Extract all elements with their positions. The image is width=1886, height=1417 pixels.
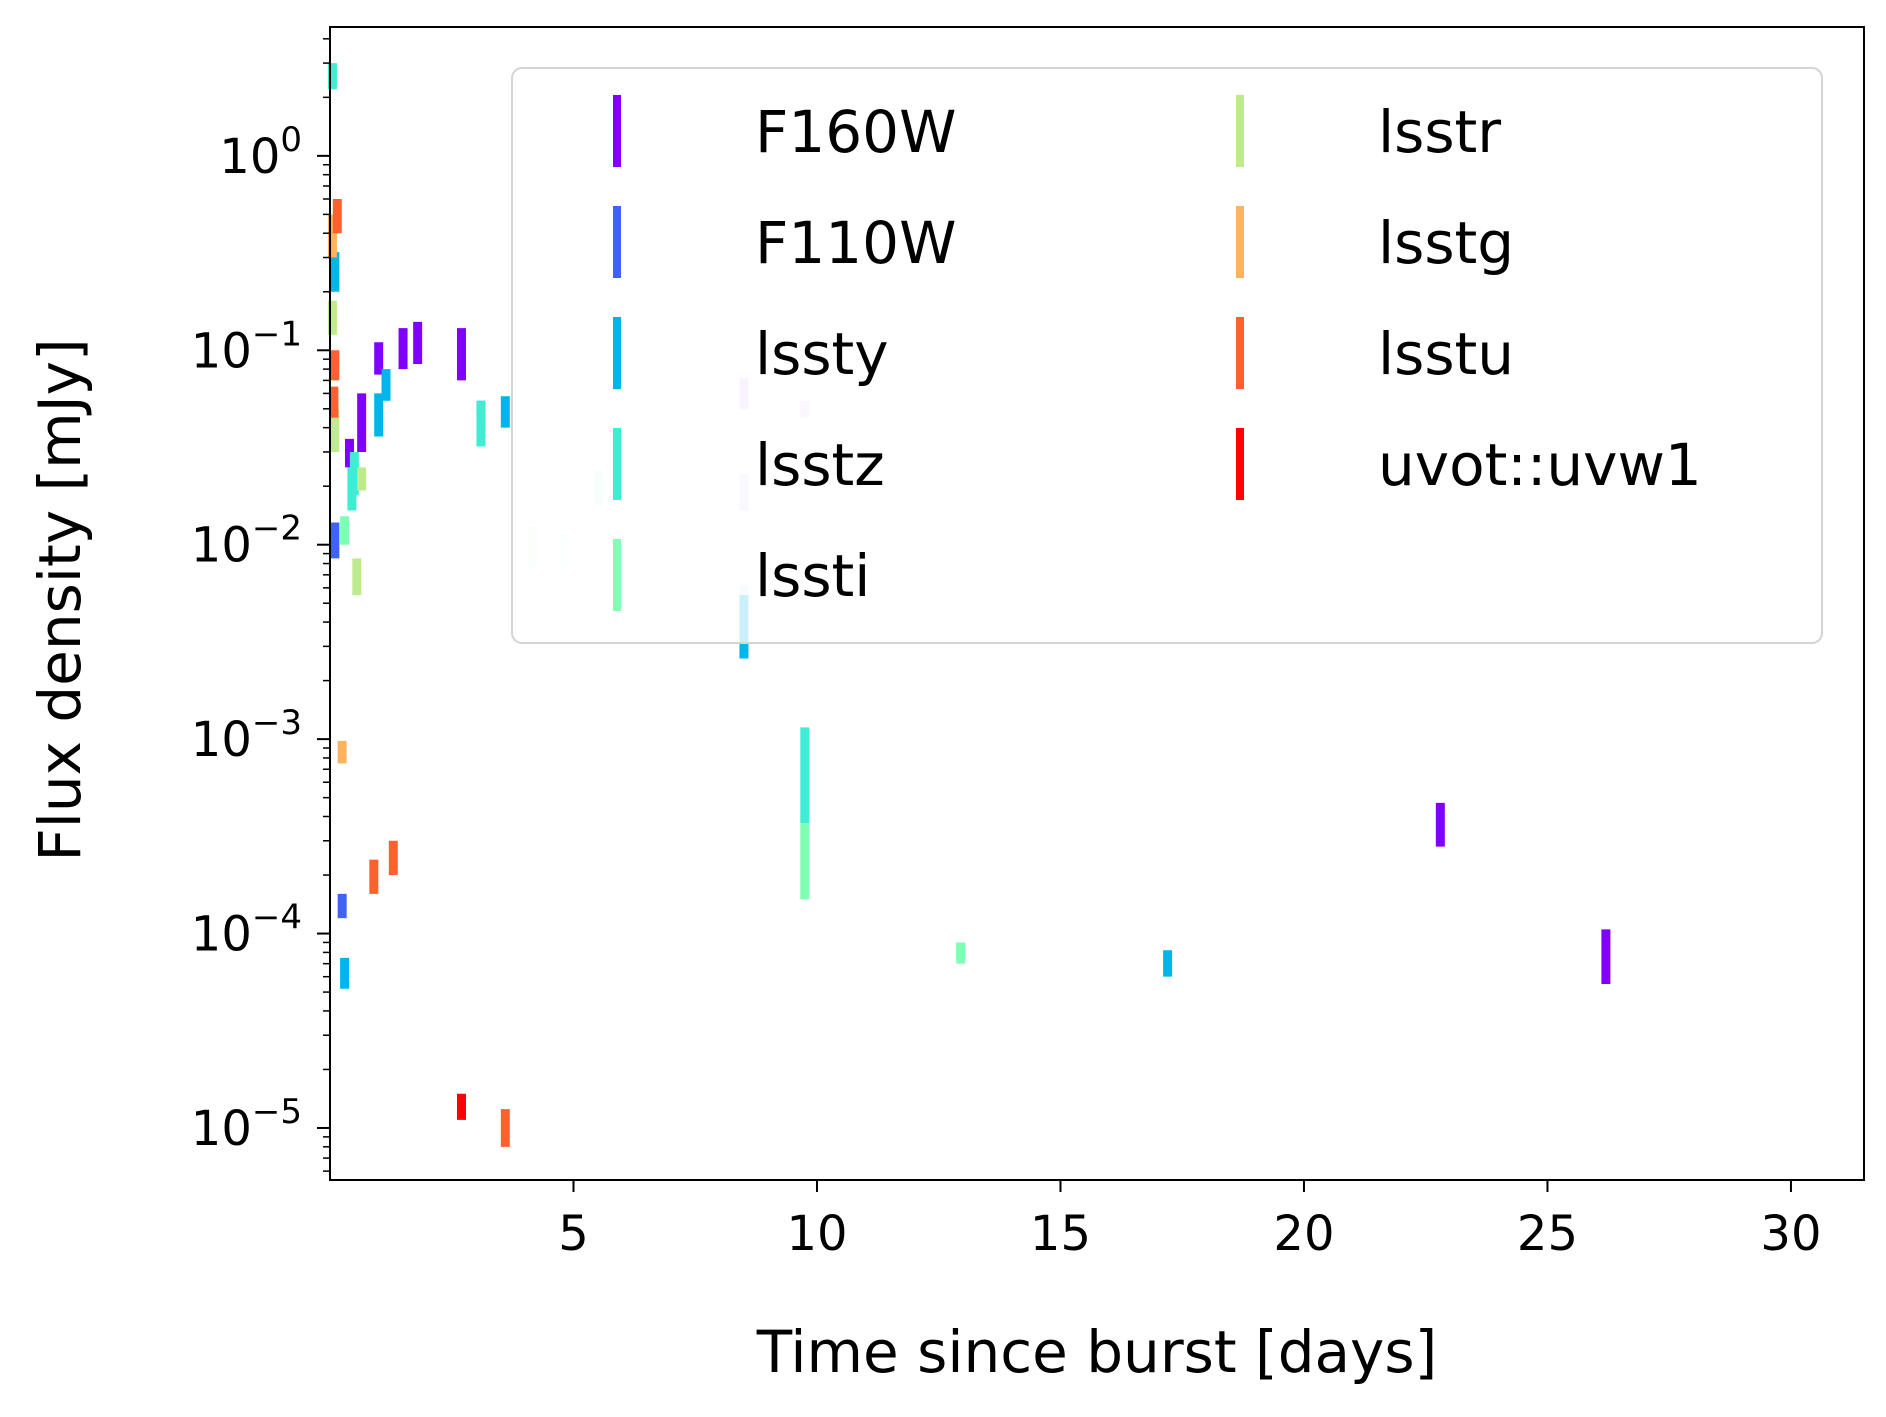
- legend-item: F160W: [613, 95, 956, 167]
- series-0: [344, 321, 1611, 985]
- legend-item: lsstr: [1236, 95, 1501, 167]
- series-4: [340, 516, 966, 964]
- y-tick-label: 10−5: [191, 1092, 302, 1157]
- legend-item: lsstu: [1236, 317, 1514, 389]
- y-axis: 10−5 10−4 10−3 10−2 10−1 100: [191, 38, 330, 1172]
- series-1: [330, 522, 347, 919]
- legend-label: lsstg: [1378, 209, 1514, 277]
- legend-item: uvot::uvw1: [1236, 428, 1702, 500]
- x-tick-label: 25: [1517, 1206, 1578, 1262]
- y-tick-label: 10−1: [191, 314, 302, 379]
- x-tick-label: 10: [786, 1206, 847, 1262]
- y-tick-label: 10−3: [191, 703, 302, 768]
- series-3: [327, 63, 810, 824]
- legend-label: lssti: [755, 542, 870, 610]
- legend-label: F110W: [755, 209, 956, 277]
- x-axis: 5 10 15 20 25 30: [558, 1180, 1821, 1262]
- x-tick-label: 15: [1030, 1206, 1091, 1262]
- y-axis-label: Flux density [mJy]: [26, 338, 94, 861]
- y-tick-label: 100: [219, 120, 302, 185]
- x-tick-label: 5: [558, 1206, 589, 1262]
- legend-box: [511, 67, 1823, 644]
- legend-label: uvot::uvw1: [1378, 431, 1702, 499]
- legend-label: lsstu: [1378, 320, 1514, 388]
- legend-item: lsstg: [1236, 206, 1514, 278]
- legend: F160W F110W lssty lsstz lssti lsstr lsstg lsstu…: [511, 67, 1823, 644]
- series-7: [329, 198, 510, 1147]
- legend-label: lsstr: [1378, 98, 1501, 166]
- x-axis-label: Time since burst [days]: [756, 1318, 1437, 1386]
- legend-item: lsstz: [613, 428, 885, 500]
- legend-label: lssty: [755, 320, 889, 388]
- legend-label: F160W: [755, 98, 956, 166]
- y-tick-label: 10−4: [191, 898, 302, 963]
- legend-item: lssti: [613, 539, 870, 611]
- y-tick-label: 10−2: [191, 509, 302, 574]
- legend-item: lssty: [613, 317, 889, 389]
- legend-item: F110W: [613, 206, 956, 278]
- series-6: [327, 214, 347, 764]
- legend-label: lsstz: [755, 431, 885, 499]
- x-tick-label: 30: [1760, 1206, 1821, 1262]
- x-tick-label: 20: [1273, 1206, 1334, 1262]
